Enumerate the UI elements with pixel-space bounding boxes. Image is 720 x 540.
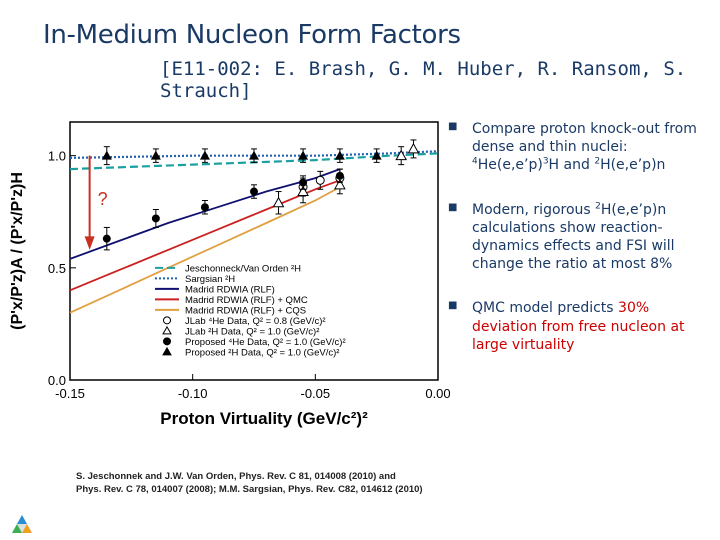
data-point <box>199 150 210 160</box>
legend-swatch <box>162 325 172 335</box>
legend-label: Sargsian ²H <box>185 274 235 285</box>
data-point <box>407 142 420 154</box>
superscript: 2 <box>595 200 601 211</box>
bullet-list: ■ Compare proton knock-out from dense an… <box>448 120 698 380</box>
x-tick-label: -0.10 <box>178 386 208 401</box>
bullet-item: ■ QMC model predicts 30% deviation from … <box>448 299 698 354</box>
series-line <box>69 150 439 159</box>
slide-title: In-Medium Nucleon Form Factors <box>43 20 461 50</box>
bullet-text: Compare proton knock-out from dense and … <box>472 121 697 156</box>
bullet-text: H(e,e’p)n <box>600 157 666 174</box>
data-point <box>299 178 308 187</box>
data-point <box>200 203 209 212</box>
data-point <box>150 150 161 160</box>
bullet-item: ■ Compare proton knock-out from dense an… <box>448 120 698 175</box>
slide-subtitle: [E11-002: E. Brash, G. M. Huber, R. Rans… <box>160 58 687 102</box>
annotation-arrowhead <box>84 236 95 250</box>
bullet-text: Modern, rigorous <box>472 201 596 218</box>
ratio-chart: -0.15 -0.10 -0.05 0.00 0.0 0.5 1.0 Proton Virtu… <box>9 121 450 428</box>
y-tick-label: 0.5 <box>48 261 66 276</box>
legend-label: JLab ⁴He Data, Q² = 0.8 (GeV/c)² <box>185 316 326 327</box>
data-point <box>102 234 111 243</box>
data-point <box>315 175 325 185</box>
x-tick-label: -0.15 <box>55 386 85 401</box>
references: S. Jeschonnek and J.W. Van Orden, Phys. … <box>76 471 423 497</box>
legend-swatch <box>163 316 171 325</box>
superscript: 2 <box>594 156 601 167</box>
data-point <box>334 150 345 160</box>
series-line <box>69 179 341 292</box>
legend-swatch <box>162 346 172 356</box>
data-point <box>250 187 258 196</box>
data-point <box>151 214 160 223</box>
superscript: 4 <box>472 156 478 167</box>
data-point <box>101 150 112 160</box>
y-tick-label: 0.0 <box>48 373 66 388</box>
highlight-text: deviation from free nucleon at large vir… <box>472 318 685 353</box>
reference-line: S. Jeschonnek and J.W. Van Orden, Phys. … <box>76 471 396 482</box>
data-point <box>395 149 408 161</box>
plot-frame <box>69 121 439 381</box>
bullet-text: QMC model predicts <box>472 300 619 317</box>
series-line <box>69 186 341 314</box>
bullet-square-icon: ■ <box>448 201 458 213</box>
data-point <box>371 150 382 160</box>
legend-label: Madrid RDWIA (RLF) + CQS <box>185 305 306 316</box>
bullet-text: H(e,e’p)n calculations show reaction-dyn… <box>472 201 675 273</box>
data-point <box>335 171 344 180</box>
data-point <box>297 185 309 197</box>
x-tick-label: -0.05 <box>301 386 331 401</box>
legend-label: Jeschonneck/Van Orden ²H <box>185 263 301 274</box>
legend-swatch <box>163 337 171 346</box>
data-point <box>334 178 346 190</box>
bullet-square-icon: ■ <box>448 300 458 312</box>
y-axis-label: (P'x/P'z)A / (P'x/P'z)H <box>9 172 26 330</box>
series-line <box>69 168 341 260</box>
series-line <box>69 152 439 171</box>
highlight-text: 30% <box>618 300 650 317</box>
logo-icon <box>12 515 32 533</box>
legend-label: Madrid RDWIA (RLF) <box>185 284 275 295</box>
legend-label: JLab ²H Data, Q² = 1.0 (GeV/c)² <box>185 326 319 337</box>
superscript: 3 <box>542 156 549 167</box>
bullet-text: He(e,e’p) <box>477 157 543 174</box>
legend-label: Proposed ²H Data, Q² = 1.0 (GeV/c)² <box>185 347 339 358</box>
bullet-item: ■ Modern, rigorous 2H(e,e’p)n calculatio… <box>448 201 698 274</box>
annotation-text: ? <box>98 189 108 209</box>
reference-line: Phys. Rev. C 78, 014007 (2008); M.M. Sar… <box>76 483 423 495</box>
data-point <box>272 196 285 208</box>
bullet-text: H and <box>548 157 595 174</box>
data-point <box>298 150 309 160</box>
x-axis-label: Proton Virtuality (GeV/c²)² <box>160 409 368 428</box>
y-tick-label: 1.0 <box>48 149 66 164</box>
legend-label: Madrid RDWIA (RLF) + QMC <box>185 295 308 306</box>
legend-label: Proposed ⁴He Data, Q² = 1.0 (GeV/c)² <box>185 337 346 348</box>
x-tick-label: 0.00 <box>425 386 450 401</box>
bullet-square-icon: ■ <box>448 121 458 132</box>
data-point <box>249 150 259 160</box>
